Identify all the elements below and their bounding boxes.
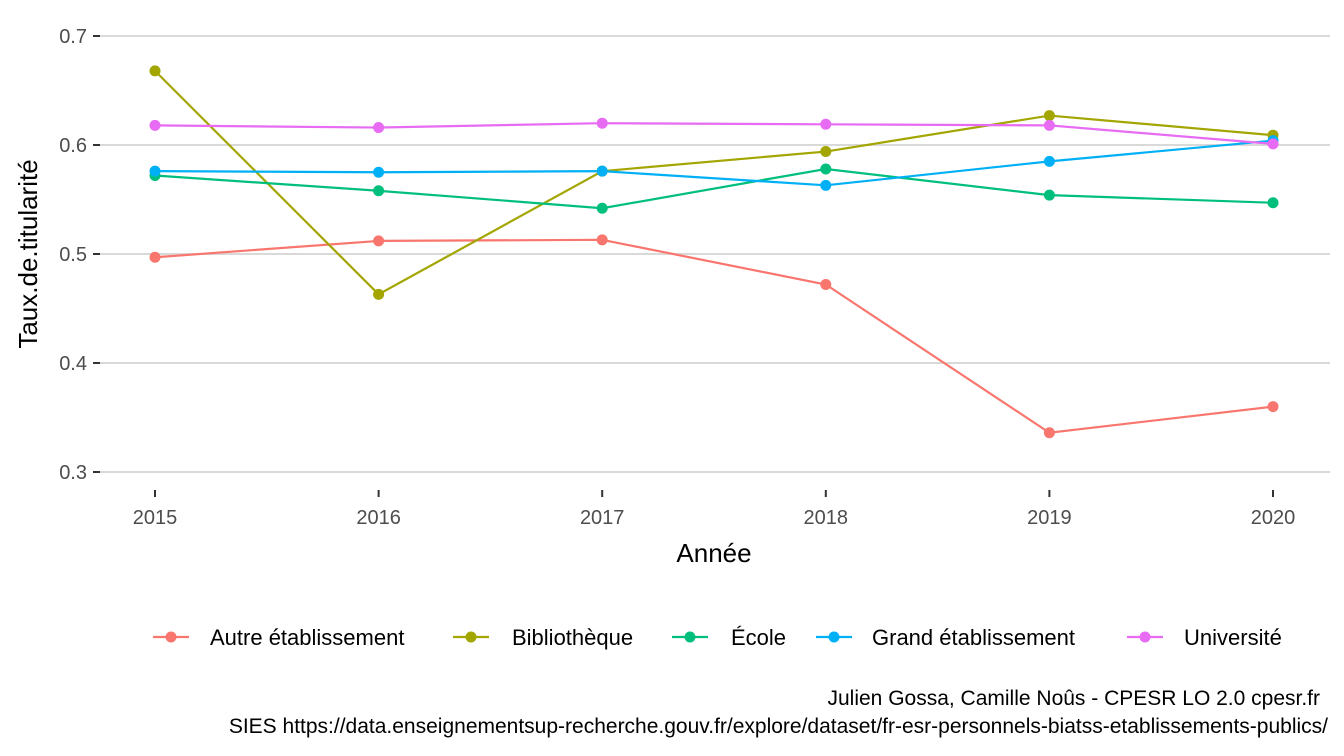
legend-label: Bibliothèque [512, 625, 633, 650]
data-point [1043, 110, 1055, 122]
y-axis-ticks: 0.3 0.4 0.5 0.6 0.7 [59, 26, 100, 484]
data-point [1267, 197, 1279, 209]
y-tick-label: 0.7 [59, 26, 87, 48]
caption-source: SIES https://data.enseignementsup-recher… [229, 715, 1328, 738]
series-layer [149, 65, 1279, 439]
x-tick-label: 2018 [804, 507, 849, 529]
data-point [1043, 119, 1055, 131]
x-tick-label: 2020 [1251, 507, 1296, 529]
legend-label: Grand établissement [872, 625, 1075, 650]
data-point [1043, 189, 1055, 201]
data-point [373, 185, 385, 197]
y-tick-label: 0.3 [59, 462, 87, 484]
data-point [1043, 427, 1055, 439]
legend-key-point [1139, 631, 1151, 643]
x-tick-label: 2017 [580, 507, 625, 529]
data-point [149, 65, 161, 77]
legend-key-point [465, 631, 477, 643]
series-line [154, 238, 1274, 434]
legend-key-point [828, 631, 840, 643]
data-point [373, 122, 385, 134]
caption-authors: Julien Gossa, Camille Noûs - CPESR LO 2.… [827, 687, 1320, 710]
data-point [820, 279, 832, 291]
gridlines [100, 35, 1330, 473]
legend-key-point [165, 631, 177, 643]
legend-label: École [731, 625, 786, 650]
data-point [373, 235, 385, 247]
y-tick-label: 0.6 [59, 135, 87, 157]
legend: Autre établissement Bibliothèque École Gran… [153, 625, 1282, 650]
series-line [154, 139, 1274, 187]
x-tick-label: 2019 [1027, 507, 1072, 529]
x-axis-ticks: 2015 2016 2017 2018 2019 2020 [133, 490, 1296, 529]
data-point [820, 179, 832, 191]
series-line [154, 70, 1274, 296]
x-axis-title: Année [676, 538, 751, 568]
y-tick-label: 0.4 [59, 353, 87, 375]
data-point [596, 165, 608, 177]
series-line [154, 122, 1274, 146]
data-point [1267, 138, 1279, 150]
x-tick-label: 2016 [356, 507, 401, 529]
data-point [149, 251, 161, 263]
data-point [149, 165, 161, 177]
data-point [1267, 401, 1279, 413]
data-point [1043, 155, 1055, 167]
legend-key-point [684, 631, 696, 643]
x-tick-label: 2015 [133, 507, 178, 529]
data-point [596, 117, 608, 129]
data-point [373, 288, 385, 300]
data-point [373, 166, 385, 178]
data-point [820, 163, 832, 175]
data-point [149, 119, 161, 131]
data-point [820, 146, 832, 158]
data-point [596, 202, 608, 214]
series-line [154, 167, 1274, 210]
data-point [596, 234, 608, 246]
legend-label: Autre établissement [210, 625, 404, 650]
legend-label: Université [1184, 625, 1282, 650]
y-axis-title: Taux.de.titularité [13, 159, 43, 348]
data-point [820, 118, 832, 130]
y-tick-label: 0.5 [59, 244, 87, 266]
